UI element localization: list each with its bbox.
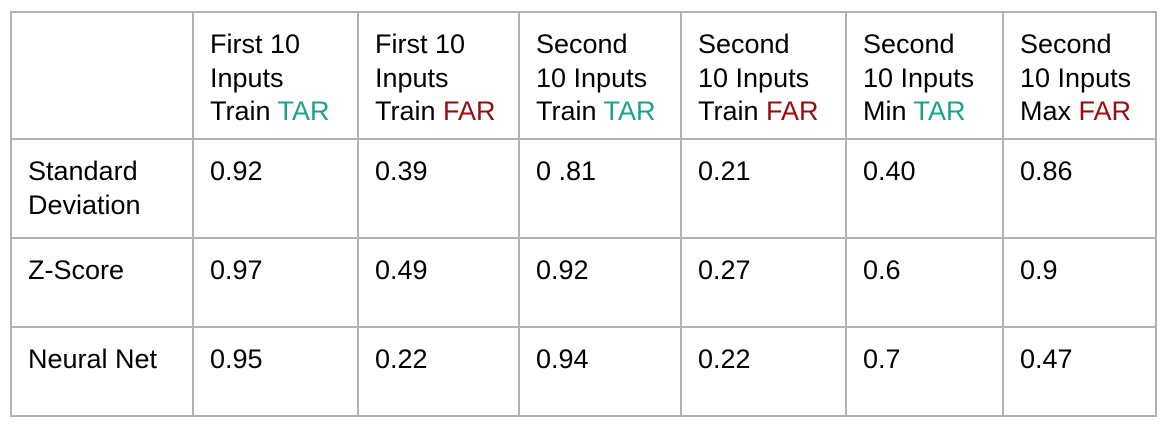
header-line: 10 Inputs — [536, 62, 648, 93]
corner-cell — [10, 11, 194, 140]
row-label: Z-Score — [10, 237, 194, 328]
metric-far: FAR — [766, 96, 819, 126]
value-cell: 0.21 — [680, 138, 847, 239]
header-cell: Second 10 Inputs Max FAR — [1002, 11, 1157, 140]
row-label-line: Standard — [28, 156, 138, 186]
header-prefix: Train — [536, 96, 597, 126]
table-row: Neural Net 0.95 0.22 0.94 0.22 0.7 0.47 — [10, 326, 1157, 417]
header-prefix: Min — [863, 96, 907, 126]
header-cell: Second 10 Inputs Min TAR — [845, 11, 1004, 140]
header-row: First 10 Inputs Train TAR First 10 Input… — [10, 11, 1157, 140]
header-line: Inputs — [210, 62, 284, 93]
metric-far: FAR — [1078, 96, 1132, 126]
value-cell: 0.6 — [845, 237, 1004, 328]
header-line: Inputs — [375, 62, 449, 93]
value-cell: 0.40 — [845, 138, 1004, 239]
value-cell: 0.22 — [357, 326, 520, 417]
header-line: Train FAR — [375, 95, 518, 129]
header-line: 10 Inputs — [1020, 62, 1132, 93]
value-cell: 0.39 — [357, 138, 520, 239]
header-line: First 10 — [375, 29, 466, 59]
value-cell: 0 .81 — [518, 138, 682, 239]
value-cell: 0.86 — [1002, 138, 1157, 239]
header-line: Second — [698, 29, 790, 59]
header-prefix: Train — [210, 96, 271, 126]
header-line: Min TAR — [863, 95, 1002, 129]
value-cell: 0.94 — [518, 326, 682, 417]
header-line: First 10 — [210, 29, 301, 59]
value-cell: 0.7 — [845, 326, 1004, 417]
header-line: Second — [863, 29, 955, 59]
table-row: Z-Score 0.97 0.49 0.92 0.27 0.6 0.9 — [10, 237, 1157, 328]
header-prefix: Train — [698, 96, 759, 126]
header-line: Second — [536, 29, 628, 59]
metric-tar: TAR — [913, 96, 966, 126]
header-prefix: Train — [375, 96, 436, 126]
value-cell: 0.27 — [680, 237, 847, 328]
row-label-line: Deviation — [28, 189, 141, 220]
header-line: Second — [1020, 29, 1112, 59]
value-cell: 0.49 — [357, 237, 520, 328]
value-cell: 0.47 — [1002, 326, 1157, 417]
header-line: Train TAR — [536, 95, 680, 129]
value-cell: 0.95 — [192, 326, 359, 417]
header-cell: First 10 Inputs Train TAR — [192, 11, 359, 140]
value-cell: 0.22 — [680, 326, 847, 417]
header-line: 10 Inputs — [863, 62, 975, 93]
header-line: 10 Inputs — [698, 62, 810, 93]
row-label-line: Neural Net — [28, 344, 158, 374]
header-cell: First 10 Inputs Train FAR — [357, 11, 520, 140]
header-prefix: Max — [1020, 96, 1072, 126]
row-label: Standard Deviation — [10, 138, 194, 239]
value-cell: 0.92 — [518, 237, 682, 328]
row-label: Neural Net — [10, 326, 194, 417]
value-cell: 0.92 — [192, 138, 359, 239]
metric-far: FAR — [443, 96, 496, 126]
table-row: Standard Deviation 0.92 0.39 0 .81 0.21 … — [10, 138, 1157, 239]
header-line: Train TAR — [210, 95, 357, 129]
value-cell: 0.9 — [1002, 237, 1157, 328]
header-line: Train FAR — [698, 95, 845, 129]
row-label-line: Z-Score — [28, 255, 125, 285]
header-line: Max FAR — [1020, 95, 1155, 129]
value-cell: 0.97 — [192, 237, 359, 328]
metric-tar: TAR — [603, 96, 656, 126]
metric-tar: TAR — [277, 96, 330, 126]
header-cell: Second 10 Inputs Train FAR — [680, 11, 847, 140]
header-cell: Second 10 Inputs Train TAR — [518, 11, 682, 140]
results-table: First 10 Inputs Train TAR First 10 Input… — [10, 11, 1157, 417]
